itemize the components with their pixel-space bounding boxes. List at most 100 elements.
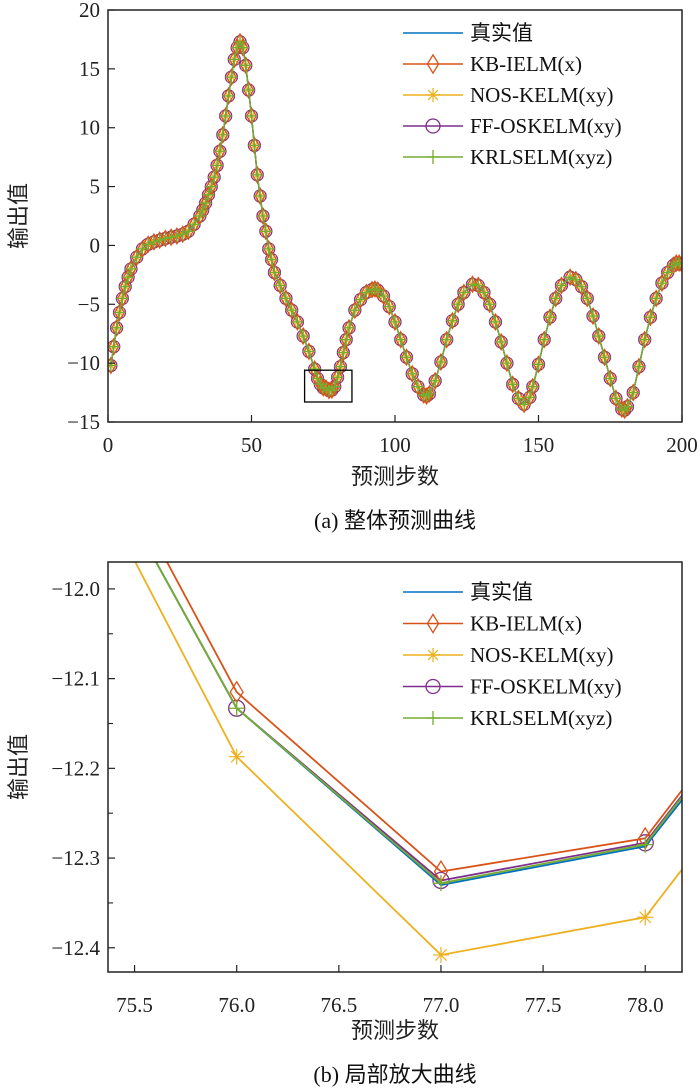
diamond-marker xyxy=(400,348,413,367)
y-axis-label: 输出值 xyxy=(6,734,31,800)
diamond-marker xyxy=(131,248,143,267)
plus-marker xyxy=(538,333,551,346)
plus-marker xyxy=(483,298,496,311)
plus-marker xyxy=(621,400,634,413)
plus-marker xyxy=(24,330,40,346)
plus-marker xyxy=(598,351,611,364)
diamond-marker xyxy=(598,348,611,367)
plus-marker xyxy=(446,314,459,327)
diamond-marker xyxy=(452,295,464,314)
plus-marker xyxy=(228,53,241,66)
diamond-marker xyxy=(148,232,160,251)
plus-marker xyxy=(466,278,479,291)
plus-marker xyxy=(182,225,195,238)
plot-area xyxy=(24,330,682,963)
plus-marker xyxy=(360,286,373,299)
diamond-marker xyxy=(544,308,556,327)
diamond-marker xyxy=(644,308,656,327)
diamond-marker xyxy=(113,303,126,322)
diamond-marker xyxy=(564,268,576,287)
plus-marker xyxy=(291,315,304,328)
diamond-marker xyxy=(297,327,309,346)
plus-marker xyxy=(262,242,275,255)
plus-marker xyxy=(122,271,135,284)
diamond-marker xyxy=(389,312,401,331)
plus-marker xyxy=(265,253,278,266)
diamond-marker xyxy=(111,318,123,337)
plus-marker xyxy=(234,35,247,48)
circle-marker xyxy=(425,678,441,695)
diamond-marker xyxy=(291,312,303,331)
plus-marker xyxy=(400,351,413,364)
plus-marker xyxy=(377,290,390,303)
plus-marker xyxy=(676,258,682,271)
plus-marker xyxy=(343,321,356,334)
plus-marker xyxy=(495,335,508,348)
caption: (a) 整体预测曲线 xyxy=(314,508,476,533)
plus-marker xyxy=(308,363,321,376)
plus-marker xyxy=(219,109,232,122)
plus-marker xyxy=(268,266,281,279)
legend-item-nos: NOS-KELM(xy) xyxy=(403,643,613,667)
diamond-marker xyxy=(633,357,645,376)
plus-marker xyxy=(176,228,189,241)
plus-marker xyxy=(165,231,178,244)
plus-marker xyxy=(555,279,568,292)
plus-marker xyxy=(420,390,433,403)
plus-marker xyxy=(213,145,226,158)
legend-item-ff: FF-OSKELM(xy) xyxy=(403,114,622,138)
legend-label: KB-IELM(x) xyxy=(470,52,582,76)
diamond-marker xyxy=(575,277,588,296)
plus-marker xyxy=(320,382,333,395)
plus-marker xyxy=(188,218,201,231)
plus-marker xyxy=(211,159,224,172)
plus-marker xyxy=(523,391,536,404)
plus-marker xyxy=(245,109,258,122)
diamond-marker xyxy=(532,355,545,374)
plot-area xyxy=(108,32,682,420)
plus-marker xyxy=(331,371,344,384)
x-tick-label: 77.0 xyxy=(423,993,460,1017)
diamond-marker xyxy=(214,142,226,161)
diamond-marker xyxy=(208,168,220,187)
plus-marker xyxy=(549,292,562,305)
diamond-marker xyxy=(395,330,407,349)
plus-marker xyxy=(337,346,350,359)
diamond-marker xyxy=(116,289,128,308)
legend-label: NOS-KELM(xy) xyxy=(470,643,613,667)
plus-marker xyxy=(575,280,588,293)
chart-overall-prediction: 输出值 预测步数 (a) 整体预测曲线 0 50 100 150 200−15−10−5… xyxy=(6,0,698,533)
x-tick-label: 77.5 xyxy=(525,993,562,1017)
plus-marker xyxy=(383,300,396,313)
diamond-marker xyxy=(406,364,418,383)
diamond-marker xyxy=(251,165,263,184)
x-tick-label: 75.5 xyxy=(116,993,153,1017)
y-tick-label: 0 xyxy=(90,233,101,257)
asterisk-marker xyxy=(228,748,245,765)
diamond-marker xyxy=(581,289,593,308)
diamond-marker xyxy=(274,276,286,295)
diamond-marker xyxy=(245,106,258,125)
series-ff xyxy=(155,562,682,890)
plus-marker xyxy=(108,340,120,353)
legend-label: FF-OSKELM(xy) xyxy=(470,114,622,138)
plus-marker xyxy=(136,242,149,255)
x-tick-label: 0 xyxy=(103,433,114,457)
plus-marker xyxy=(587,310,600,323)
series-true xyxy=(155,562,682,886)
plus-marker xyxy=(170,230,183,243)
x-tick-label: 78.0 xyxy=(627,993,664,1017)
diamond-marker xyxy=(222,86,235,105)
plus-marker xyxy=(228,700,245,717)
legend-item-true: 真实值 xyxy=(403,21,533,45)
series-nos xyxy=(134,562,682,963)
legend-item-nos: NOS-KELM(xy) xyxy=(403,83,613,107)
plus-marker xyxy=(254,189,267,202)
circle-marker xyxy=(425,118,441,134)
plus-marker xyxy=(116,292,129,305)
x-tick-label: 50 xyxy=(241,433,262,457)
y-tick-label: −12.4 xyxy=(51,936,100,960)
x-tick-label: 100 xyxy=(379,433,411,457)
plus-marker xyxy=(526,380,539,393)
diamond-marker xyxy=(225,68,237,87)
